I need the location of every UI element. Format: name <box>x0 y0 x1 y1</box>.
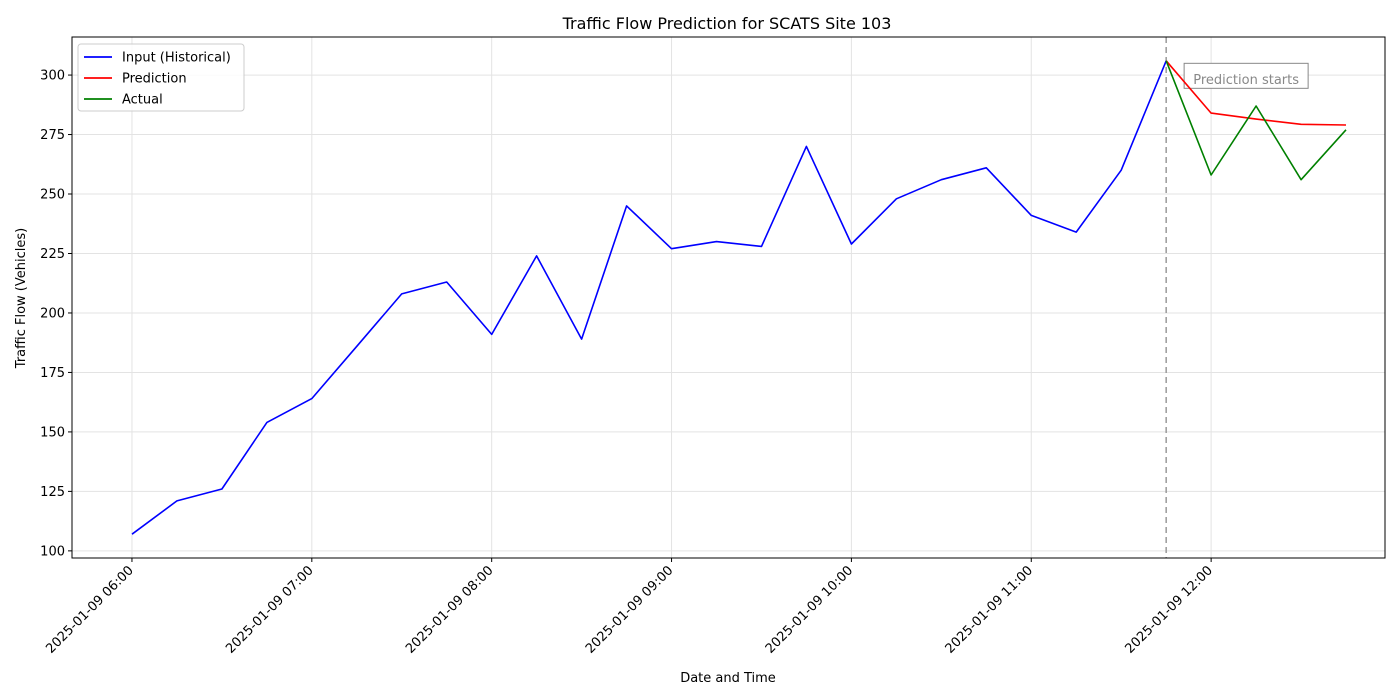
chart-title: Traffic Flow Prediction for SCATS Site 1… <box>562 14 892 33</box>
y-tick-label: 250 <box>40 188 65 203</box>
grid <box>72 37 1385 558</box>
legend-box <box>77 43 245 112</box>
x-tick-label: 2025-01-09 09:00 <box>583 563 676 656</box>
series-line-0 <box>131 60 1167 535</box>
x-tick-label: 2025-01-09 12:00 <box>1123 563 1216 656</box>
y-axis-label: Traffic Flow (Vehicles) <box>14 228 29 369</box>
y-tick-label: 300 <box>40 69 65 84</box>
prediction-starts-label: Prediction starts <box>1193 73 1299 88</box>
legend-label: Actual <box>122 93 163 108</box>
y-tick-label: 200 <box>40 306 65 321</box>
y-tick-label: 175 <box>40 366 65 381</box>
annotations: Prediction starts <box>1165 37 1309 558</box>
legend-label: Input (Historical) <box>122 51 231 66</box>
legend: Input (Historical) Prediction Actual <box>77 43 245 112</box>
plot-frame <box>71 36 1386 559</box>
y-tick-label: 275 <box>40 128 65 143</box>
y-tick-label: 150 <box>40 425 65 440</box>
legend-label: Prediction <box>122 72 187 87</box>
x-axis-label: Date and Time <box>680 671 776 686</box>
x-tick-label: 2025-01-09 11:00 <box>943 563 1036 656</box>
x-tick-label: 2025-01-09 10:00 <box>763 563 856 656</box>
series-group <box>131 60 1347 535</box>
y-tick-label: 100 <box>40 544 65 559</box>
x-axis: 2025-01-09 06:00 2025-01-09 07:00 2025-01-… <box>43 558 1216 657</box>
x-tick-label: 2025-01-09 08:00 <box>403 563 496 656</box>
x-tick-label: 2025-01-09 07:00 <box>223 563 316 656</box>
series-line-1 <box>1165 60 1347 126</box>
y-axis: 100 125 150 175 200 225 250 275 300 <box>40 69 72 559</box>
y-tick-label: 125 <box>40 485 65 500</box>
x-tick-label: 2025-01-09 06:00 <box>43 563 136 656</box>
y-tick-label: 225 <box>40 247 65 262</box>
annotation-box <box>1183 62 1309 89</box>
series-line-2 <box>1165 60 1347 181</box>
